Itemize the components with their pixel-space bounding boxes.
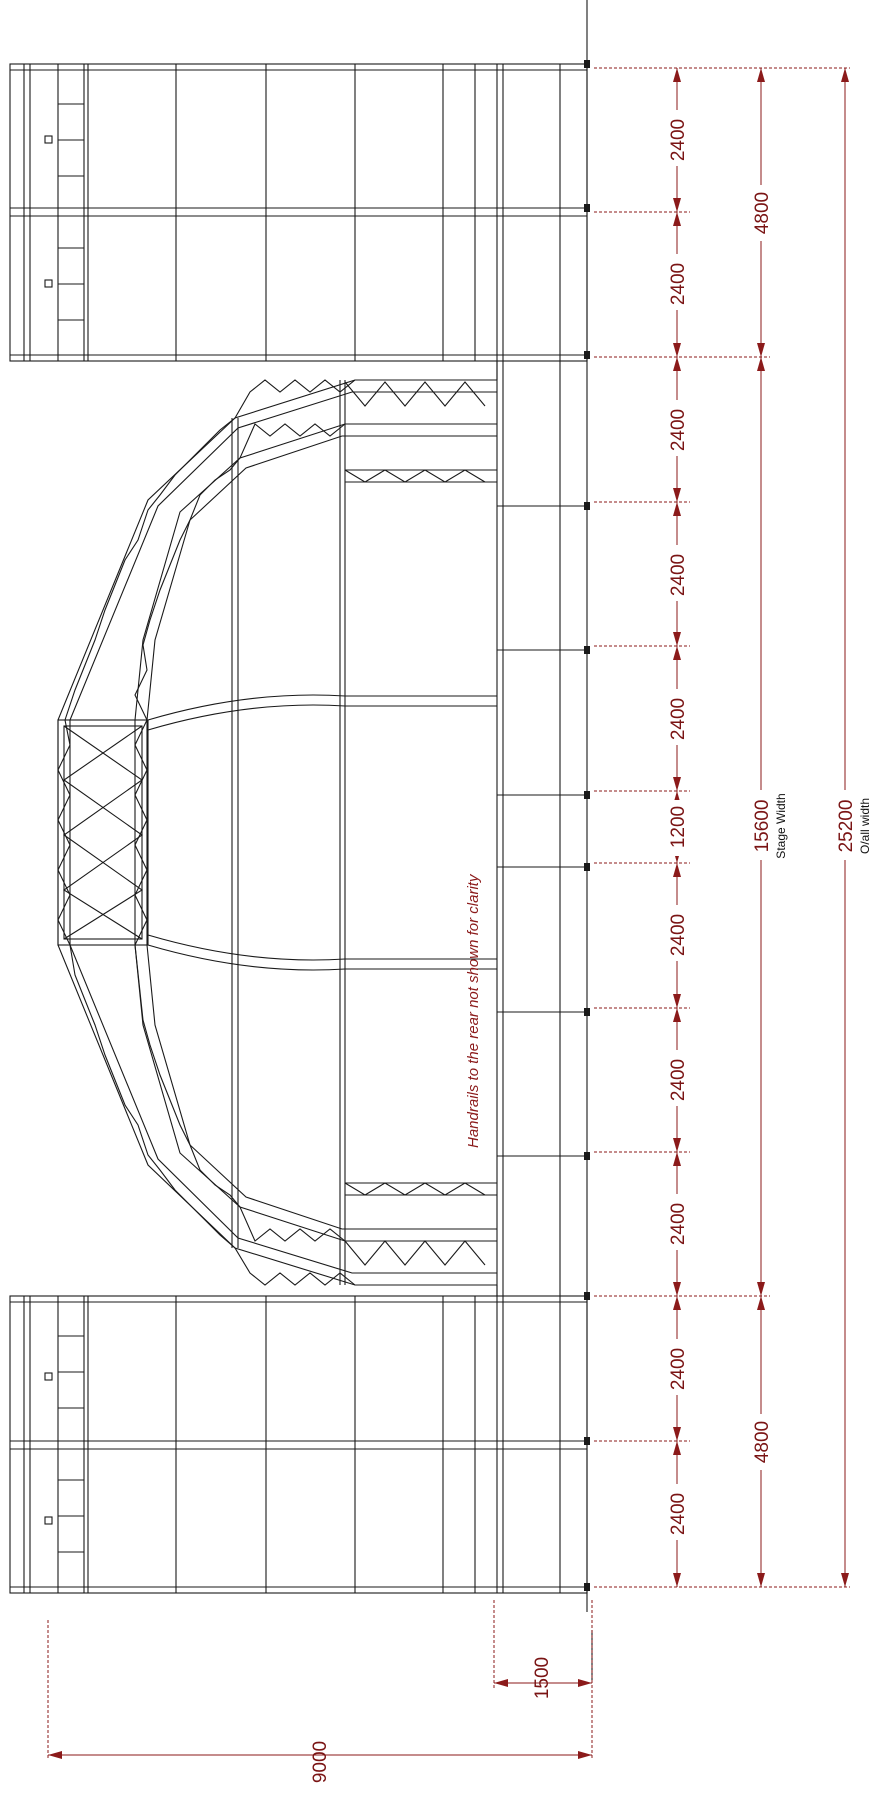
roof-lattice-inner (134, 423, 346, 1242)
roof-outer-chord (57, 379, 497, 1286)
left-wing-tower (9, 63, 588, 362)
dim-label-bay-10: 2400 (668, 1493, 689, 1535)
dim-caption-stage-width: Stage Width (774, 793, 788, 858)
dim-label-bay-9: 2400 (668, 1348, 689, 1390)
roof-outer-chord-2 (69, 391, 497, 1274)
roof-rafters (147, 379, 497, 1285)
note-text: Handrails to the rear not shown for clar… (465, 873, 482, 1148)
bottom-wing-posts (23, 1296, 561, 1593)
bottom-wing-frame (9, 1295, 588, 1594)
dim-label-bay-7: 2400 (668, 1059, 689, 1101)
top-wing-ladder (44, 64, 85, 361)
right-wing-tower (9, 1295, 588, 1594)
dim-label-bay-3: 2400 (668, 409, 689, 451)
dim-label-bay-1: 2400 (668, 119, 689, 161)
roof-apex (57, 719, 149, 946)
dim-label-overall-width: 25200 (836, 800, 857, 853)
dim-label-bay-8: 2400 (668, 1203, 689, 1245)
dim-caption-overall-width: O/all width (858, 798, 872, 854)
roof-inner-chord-2 (146, 435, 497, 1230)
dim-label-wing-top: 4800 (752, 192, 773, 234)
roof-lattice-outer (57, 379, 356, 1286)
dim-label-wing-bottom: 4800 (752, 1421, 773, 1463)
dim-label-stage-width: 15600 (752, 800, 773, 853)
dim-label-depth-1500: 1500 (532, 1657, 553, 1699)
dim-label-bay-4: 2400 (668, 554, 689, 596)
dimension-labels: 2400 2400 2400 2400 2400 1200 2400 2400 … (310, 110, 872, 1783)
top-wing-posts (23, 64, 561, 361)
bottom-wing-ladder (44, 1296, 85, 1593)
dim-label-bay-1200: 1200 (668, 806, 689, 848)
roof-inner-chord (134, 423, 497, 1242)
roof-truss (57, 361, 498, 1296)
dim-label-bay-2: 2400 (668, 263, 689, 305)
base-plates (584, 60, 590, 1591)
dim-label-bay-6: 2400 (668, 914, 689, 956)
dimension-arrowheads (48, 68, 849, 1759)
dimension-group (47, 67, 850, 1760)
dim-label-depth-9000: 9000 (310, 1741, 331, 1783)
structure-group (9, 0, 593, 1680)
top-wing-frame (9, 63, 588, 362)
stage-deck (496, 361, 587, 1296)
extension-lines (47, 67, 850, 1760)
dim-label-bay-5: 2400 (668, 698, 689, 740)
